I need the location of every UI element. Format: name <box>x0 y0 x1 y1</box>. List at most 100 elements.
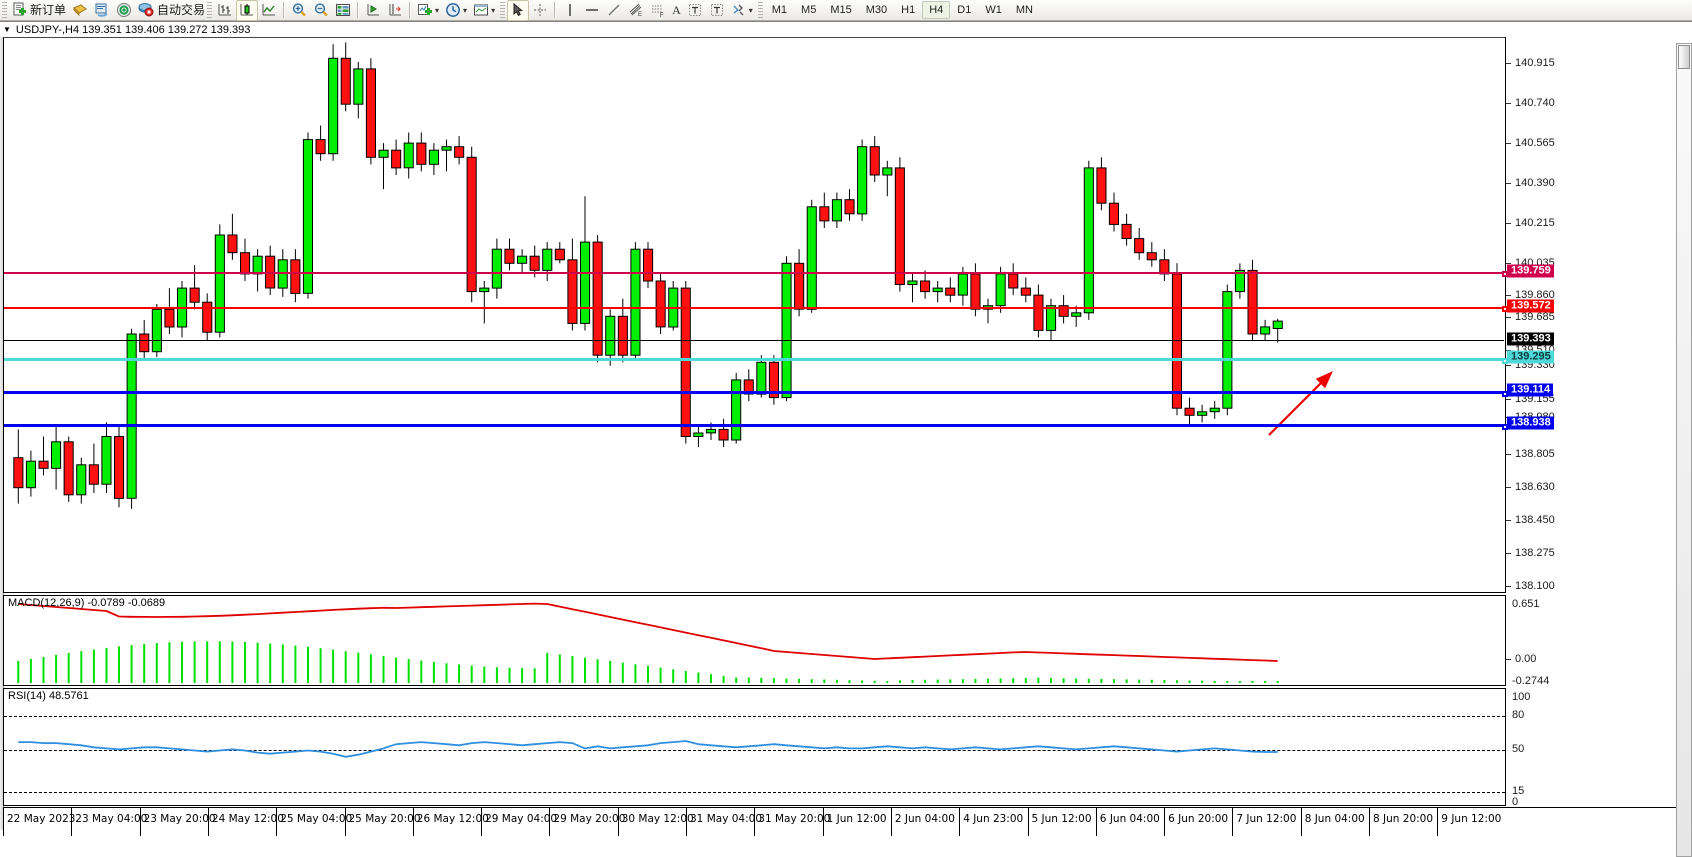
text-label-button[interactable] <box>684 0 706 21</box>
shift-end-button[interactable] <box>362 0 384 21</box>
main-toolbar: 新订单 自动交易 <box>0 0 1692 21</box>
price-label-139114[interactable]: 139.114 <box>1507 383 1554 397</box>
autoscroll-icon <box>389 4 402 16</box>
svg-text:F: F <box>660 13 664 18</box>
new-order-button[interactable]: 新订单 <box>9 0 69 21</box>
timeframe-w1[interactable]: W1 <box>985 4 1002 16</box>
zoom-out-button[interactable] <box>310 0 332 21</box>
price-tick: 140.915 <box>1506 57 1555 69</box>
rsi-axis[interactable]: 100 80 50 15 0 <box>1505 688 1692 808</box>
time-tick-label: 22 May 2023 <box>7 813 76 825</box>
navigator-button[interactable] <box>113 0 135 21</box>
price-label-139759[interactable]: 139.759 <box>1507 264 1554 278</box>
hline-139295[interactable] <box>4 358 1508 364</box>
time-tick-label: 31 May 04:00 <box>690 813 763 825</box>
text-button[interactable]: A <box>672 2 681 17</box>
bar-chart-button[interactable] <box>214 0 236 21</box>
hline-139572[interactable] <box>4 306 1508 312</box>
new-order-label: 新订单 <box>30 3 67 17</box>
line-chart-button[interactable] <box>258 0 280 21</box>
timeframe-m5[interactable]: M5 <box>801 4 817 16</box>
time-tick-mark <box>481 808 483 836</box>
timeframe-m30[interactable]: M30 <box>865 4 888 16</box>
time-axis[interactable]: 22 May 2023 23 May 04:00 23 May 20:00 24 Ma… <box>3 807 1692 836</box>
price-tick: 140.565 <box>1506 137 1555 149</box>
objects-icon <box>733 4 744 16</box>
data-window-button[interactable] <box>332 0 354 21</box>
autoscroll-button[interactable] <box>384 0 406 21</box>
time-tick-label: 5 Jun 12:00 <box>1031 813 1092 825</box>
time-tick-mark <box>71 808 73 836</box>
vertical-scrollbar[interactable] <box>1676 43 1692 857</box>
time-tick-label: 6 Jun 04:00 <box>1099 813 1160 825</box>
bar-chart-icon <box>218 4 232 16</box>
templates-icon <box>474 4 489 16</box>
time-tick-mark <box>1027 808 1029 836</box>
hline-139114[interactable] <box>4 391 1508 397</box>
time-tick-mark <box>754 808 756 836</box>
market-watch-button[interactable] <box>91 0 113 21</box>
scroll-thumb[interactable] <box>1678 45 1690 69</box>
trendline-icon <box>608 4 620 16</box>
timeframe-h1[interactable]: H1 <box>901 4 916 16</box>
chart-menu-caret-icon[interactable]: ▼ <box>3 25 11 34</box>
rsi-label: RSI(14) 48.5761 <box>8 690 89 702</box>
svg-text:E: E <box>638 12 642 18</box>
time-tick-label: 2 Jun 04:00 <box>894 813 955 825</box>
timeframe-mn[interactable]: MN <box>1015 4 1033 16</box>
horizontal-line-button[interactable] <box>581 0 603 21</box>
trendline-button[interactable] <box>603 0 625 21</box>
fibonacci-button[interactable]: F <box>647 0 669 21</box>
time-tick-mark <box>617 808 619 836</box>
crosshair-button[interactable] <box>529 0 551 21</box>
macd-axis[interactable]: 0.651 0.00 -0.2744 <box>1505 595 1692 687</box>
time-tick-label: 9 Jun 12:00 <box>1441 813 1502 825</box>
price-label-139295[interactable]: 139.295 <box>1507 350 1554 364</box>
price-tick: 140.215 <box>1506 217 1555 229</box>
cursor-button[interactable] <box>507 0 530 21</box>
zoom-in-button[interactable] <box>288 0 310 21</box>
toolbar-grip-3[interactable] <box>500 2 506 18</box>
time-tick-label: 1 Jun 12:00 <box>826 813 887 825</box>
equidistant-channel-button[interactable]: E <box>625 0 647 21</box>
text-label-boxed-icon <box>710 4 723 16</box>
templates-button[interactable]: ▾ <box>470 0 498 21</box>
auto-trading-button[interactable] <box>135 0 157 21</box>
rsi-tick: 50 <box>1512 743 1525 755</box>
time-tick-mark <box>1369 808 1370 836</box>
rsi-pane[interactable]: RSI(14) 48.5761 <box>3 688 1505 806</box>
macd-pane[interactable]: MACD(12,26,9) -0.0789 -0.0689 <box>3 595 1505 686</box>
auto-trading-label: 自动交易 <box>157 3 206 17</box>
price-label-138938[interactable]: 138.938 <box>1507 416 1554 430</box>
hline-139759[interactable] <box>4 271 1508 277</box>
price-label-139572[interactable]: 139.572 <box>1507 299 1554 313</box>
hline-138938[interactable] <box>4 424 1508 430</box>
price-axis[interactable]: 140.915 140.740 140.565 140.390 140.215 … <box>1505 37 1692 593</box>
periods-button[interactable]: ▾ <box>442 0 470 21</box>
cursor-icon <box>513 2 524 17</box>
timeframe-m15[interactable]: M15 <box>830 4 852 16</box>
objects-button[interactable]: ▾ <box>728 0 756 21</box>
timeframe-m1[interactable]: M1 <box>771 4 788 16</box>
time-tick-label: 4 Jun 23:00 <box>963 813 1024 825</box>
toolbar-grip[interactable] <box>2 2 7 18</box>
chart-window: ▼ USDJPY-,H4 139.351 139.406 139.272 139… <box>0 21 1692 857</box>
indicators-button[interactable]: ▾ <box>414 0 442 21</box>
rsi-tick: 80 <box>1512 709 1525 721</box>
candlestick-chart-button[interactable] <box>236 0 259 21</box>
text-label-button-2[interactable] <box>706 0 728 21</box>
price-pane[interactable] <box>3 37 1508 593</box>
macd-tick: -0.2744 <box>1512 675 1550 687</box>
toolbar-grip-2[interactable] <box>207 2 213 18</box>
timeframe-d1[interactable]: D1 <box>957 4 972 16</box>
time-tick-label: 7 Jun 12:00 <box>1236 813 1297 825</box>
candlestick-icon <box>240 4 254 16</box>
timeframe-h4[interactable]: H4 <box>922 1 951 19</box>
annotation-arrow-icon <box>1268 371 1333 436</box>
time-tick-label: 29 May 04:00 <box>485 813 558 825</box>
vertical-line-button[interactable] <box>559 0 581 21</box>
shift-end-icon <box>367 4 380 16</box>
time-tick-label: 6 Jun 20:00 <box>1168 813 1229 825</box>
profiles-button[interactable] <box>69 0 91 21</box>
toolbar-grip-4[interactable] <box>757 2 763 18</box>
